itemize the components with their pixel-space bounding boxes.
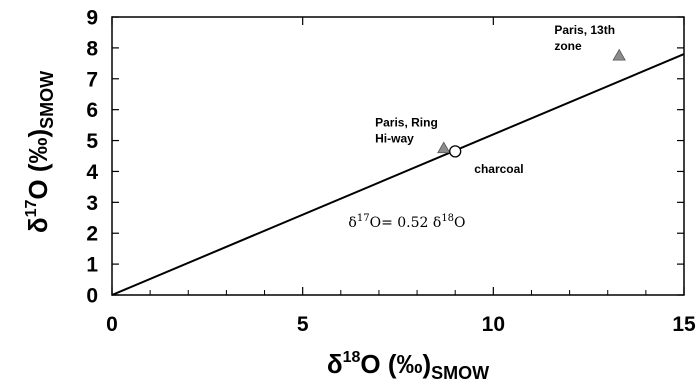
y-tick-label: 3 (86, 192, 98, 215)
point-label: Paris, Ring Hi-way (375, 116, 438, 146)
data-point-circle (449, 145, 462, 158)
axes (111, 16, 685, 296)
fit-line (111, 53, 685, 296)
marks (111, 48, 685, 296)
point-label-line: Paris, 13th (554, 23, 615, 37)
point-label-line: Hi-way (375, 132, 414, 146)
y-tick-label: 5 (86, 130, 98, 153)
data-point-triangle (437, 141, 451, 154)
x-axis-title: δ18O (‰)SMOW (327, 349, 489, 382)
y-tick-label: 7 (86, 68, 98, 91)
y-tick-label: 9 (86, 7, 98, 30)
plot-frame (111, 16, 685, 296)
point-label: charcoal (474, 162, 523, 176)
y-tick-label: 2 (86, 223, 98, 246)
y-tick-label: 1 (86, 254, 98, 277)
x-tick-label: 0 (106, 313, 118, 336)
point-label-line: Paris, Ring (375, 116, 438, 130)
x-tick-label: 15 (672, 313, 696, 336)
y-axis-title: δ17O (‰)SMOW (23, 71, 57, 233)
point-label: Paris, 13th zone (554, 23, 615, 53)
y-tick-label: 8 (86, 37, 98, 60)
x-tick-label: 5 (297, 313, 309, 336)
y-tick-label: 6 (86, 99, 98, 122)
x-tick-label: 10 (482, 313, 505, 336)
point-label-line: charcoal (474, 162, 523, 176)
y-tick-label: 0 (86, 285, 98, 308)
ticks (111, 16, 685, 296)
data-point-triangle (612, 48, 626, 61)
point-label-line: zone (554, 39, 582, 53)
equation-label: δ17O= 0.52 δ18O (348, 213, 465, 231)
y-tick-label: 4 (86, 161, 98, 184)
